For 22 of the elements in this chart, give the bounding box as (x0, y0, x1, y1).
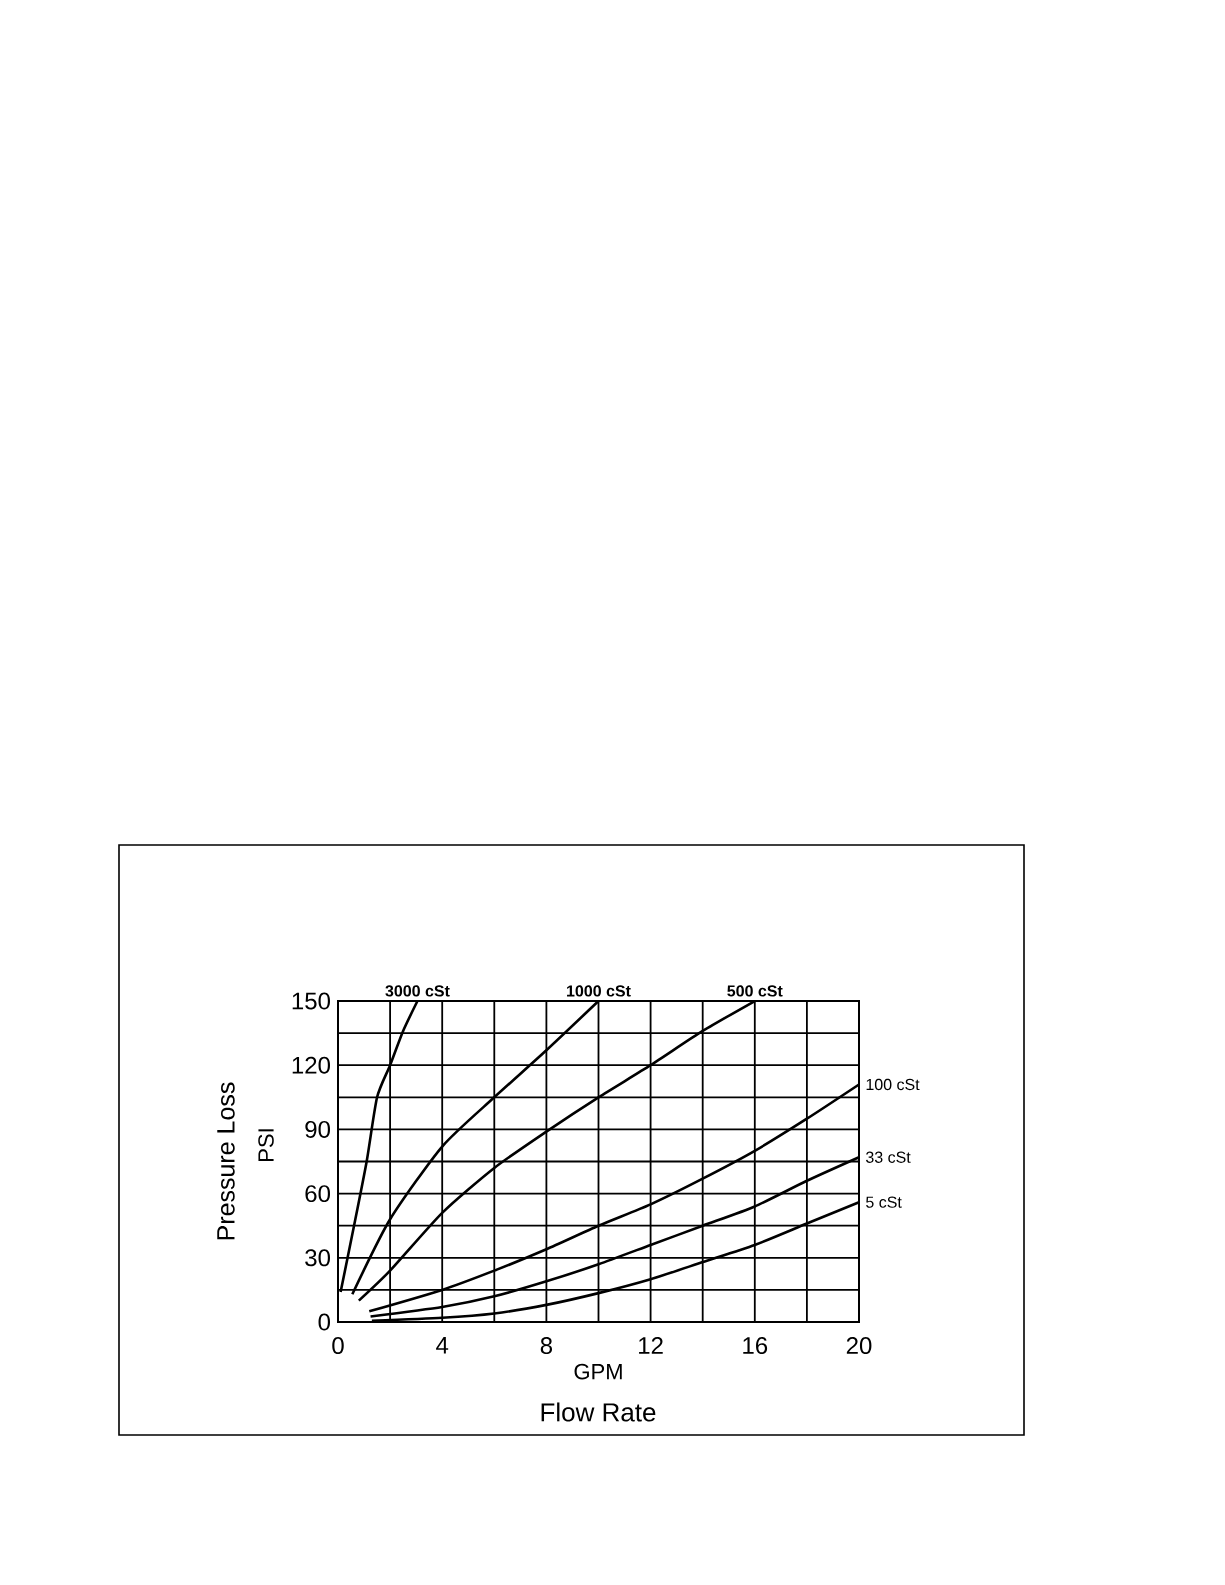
series-label: 5 cSt (866, 1196, 902, 1208)
series-label: 100 cSt (866, 1078, 920, 1091)
x-tick-label: 0 (332, 1337, 344, 1355)
text: Flow Rate (541, 1402, 656, 1422)
y-tick-label: 0 (318, 1313, 331, 1331)
x-tick-label: 20 (846, 1337, 872, 1355)
series-label: 1000 cSt (567, 985, 631, 997)
series-label: 3000 cSt (385, 985, 450, 997)
x-tick-label: 4 (436, 1337, 449, 1354)
x-tick-label: 8 (540, 1337, 553, 1355)
y-axis-title: Pressure Loss (217, 1082, 235, 1240)
y-tick-label: 30 (305, 1249, 330, 1267)
y-tick-label: 120 (292, 1056, 330, 1074)
y-tick-label: 60 (305, 1185, 330, 1203)
y-tick-label: 90 (305, 1120, 330, 1138)
x-tick-label: 12 (639, 1337, 663, 1354)
series-label: 33 cSt (865, 1151, 911, 1163)
text: PSI (258, 1129, 274, 1161)
series-label: 500 cSt (727, 985, 783, 997)
y-tick-label: 150 (292, 992, 330, 1010)
x-tick-label: 16 (743, 1337, 768, 1355)
x-axis-title: GPM (574, 1363, 622, 1380)
